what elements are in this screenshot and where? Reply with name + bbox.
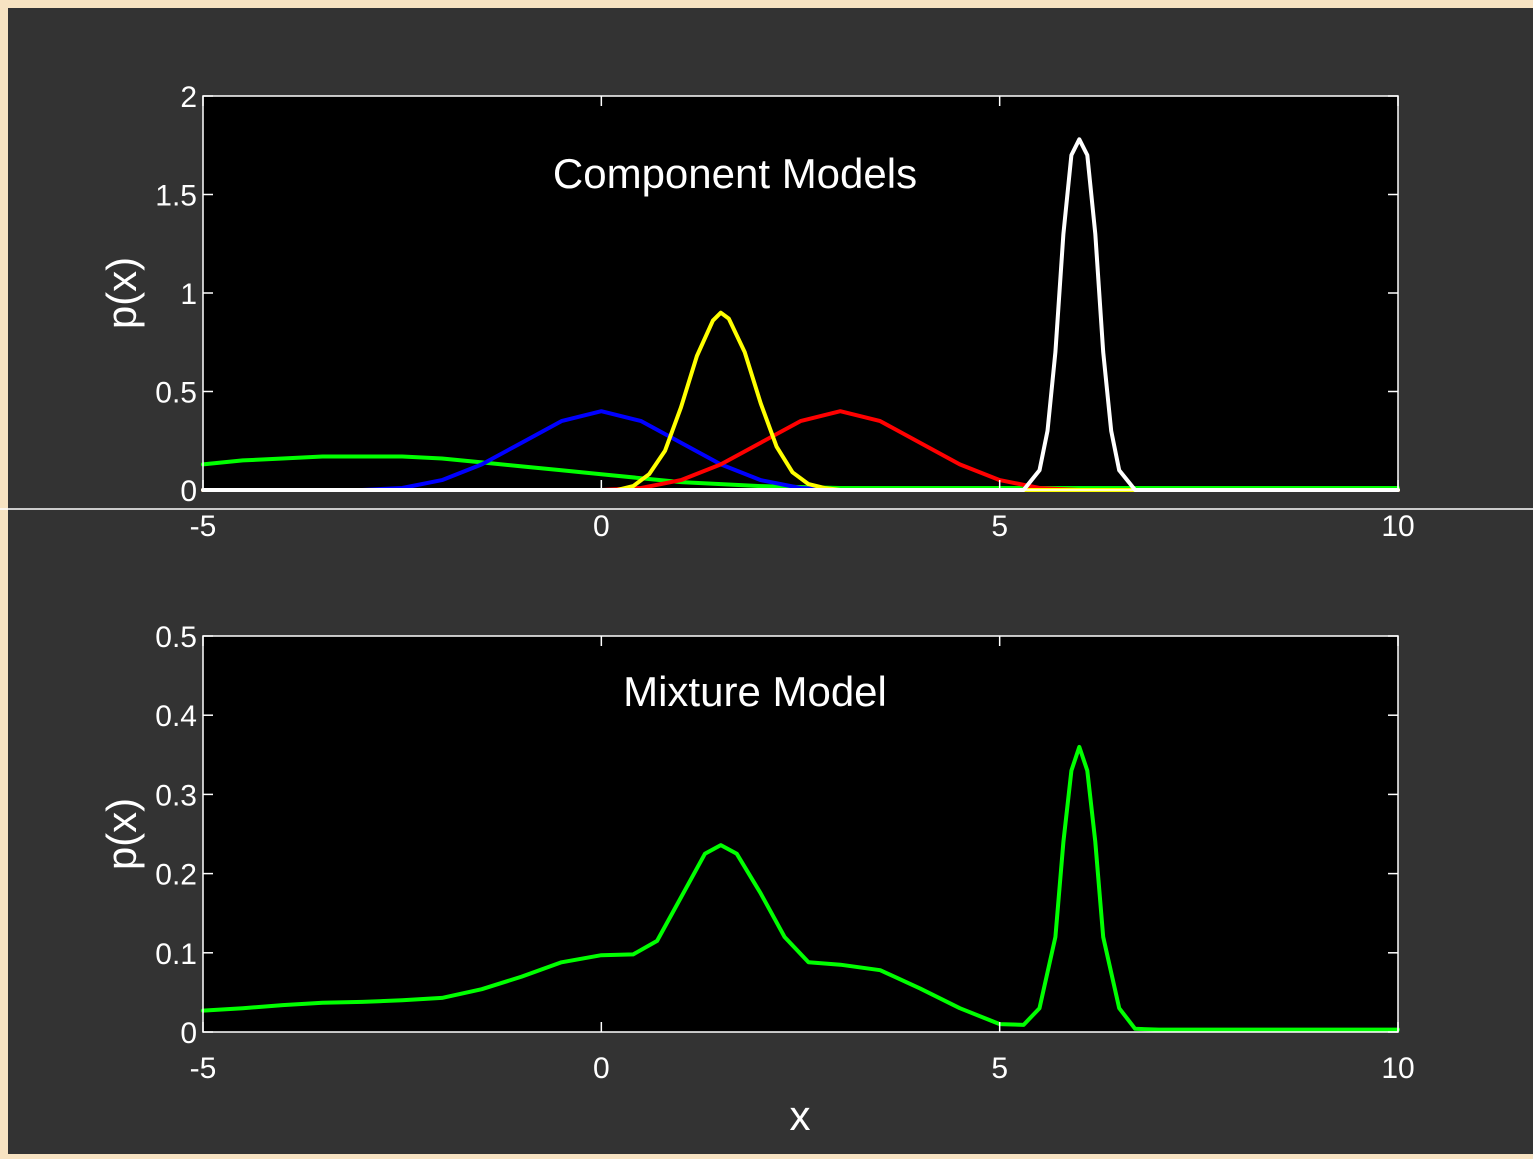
y-tick-label: 2 [180, 81, 197, 114]
x-tick-label: -5 [190, 510, 217, 543]
chart-title: Component Models [553, 150, 917, 197]
y-tick-label: 0 [180, 475, 197, 508]
x-tick-label: 0 [593, 510, 610, 543]
plot-area [203, 96, 1398, 490]
y-axis-label: p(x) [98, 798, 145, 870]
plot-frame [202, 635, 1399, 1033]
x-tick-label: -5 [190, 1052, 217, 1085]
series-line-3 [201, 310, 1400, 492]
y-tick-label: 0.4 [155, 700, 197, 733]
y-tick-label: 0.3 [155, 779, 197, 812]
x-tick-label: 10 [1381, 1052, 1414, 1085]
y-tick-label: 1.5 [155, 180, 197, 213]
series-line-4 [201, 137, 1400, 492]
x-axis-label: x [790, 1092, 811, 1139]
x-tick-label: 0 [593, 1052, 610, 1085]
y-axis-label: p(x) [98, 257, 145, 329]
y-tick-label: 0.5 [155, 621, 197, 654]
x-tick-label: 10 [1381, 510, 1414, 543]
y-tick-label: 0.2 [155, 859, 197, 892]
y-tick-label: 0.5 [155, 377, 197, 410]
x-tick-label: 5 [991, 1052, 1008, 1085]
x-tick-label: 5 [991, 510, 1008, 543]
y-tick-label: 0 [180, 1017, 197, 1050]
series-line-0 [201, 744, 1400, 1032]
y-tick-label: 0.1 [155, 938, 197, 971]
plot-area [203, 636, 1398, 1032]
chart-title: Mixture Model [623, 668, 887, 715]
y-tick-label: 1 [180, 278, 197, 311]
